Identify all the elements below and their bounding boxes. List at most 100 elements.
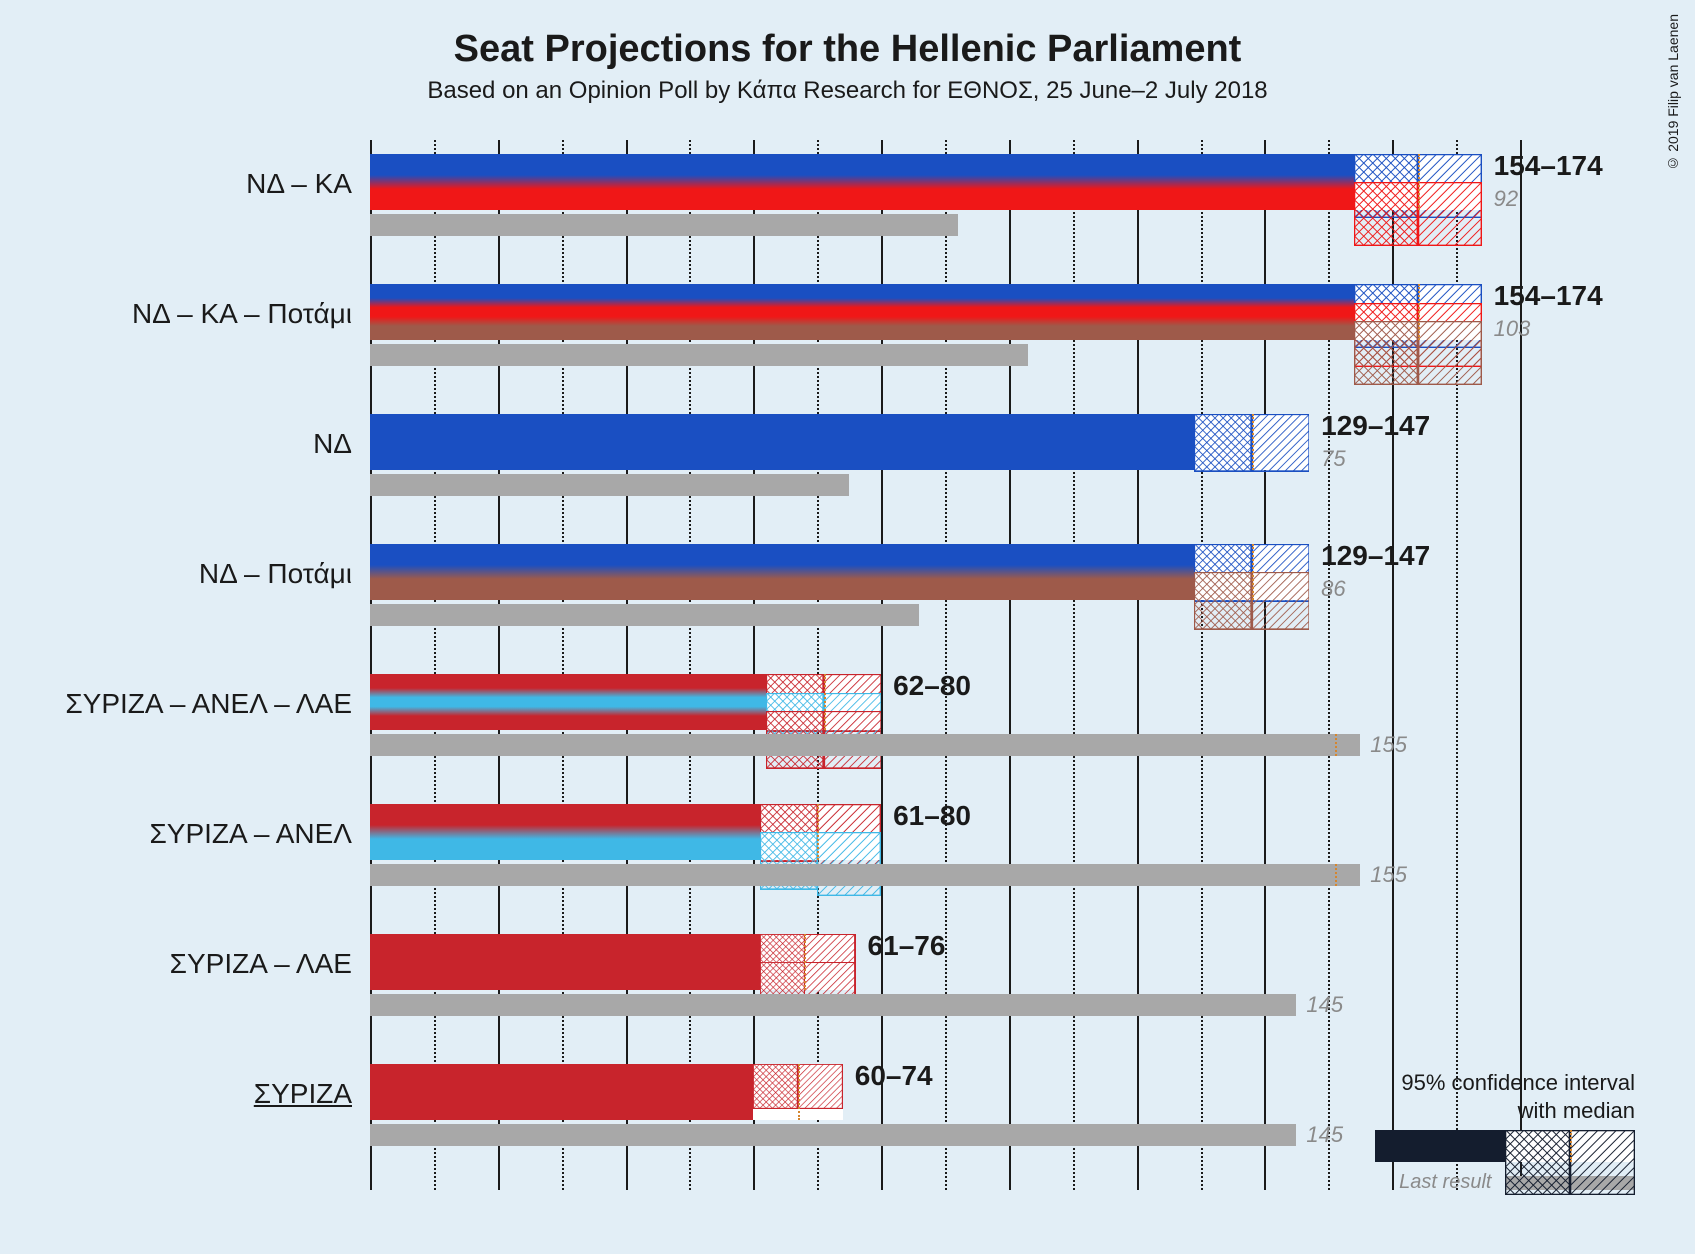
range-value: 61–80 [893, 800, 971, 832]
range-value: 61–76 [868, 930, 946, 962]
coalition-row: ΝΔ – Ποτάμι129–14786 [370, 530, 1520, 660]
majority-marker [1335, 734, 1337, 756]
bar-crosshatch-segment [760, 804, 818, 832]
bar-diagonal-segment [824, 674, 882, 693]
bar-crosshatch-segment [1354, 284, 1418, 303]
last-result-value: 103 [1494, 316, 1531, 342]
bar-crosshatch-segment [1354, 182, 1418, 210]
median-marker [804, 934, 806, 990]
last-result-value: 75 [1321, 446, 1345, 472]
bar-crosshatch-segment [1194, 544, 1252, 572]
last-result-value: 155 [1370, 862, 1407, 888]
bar-crosshatch-segment [1354, 154, 1418, 182]
bar-crosshatch-segment [766, 693, 824, 712]
bar-diagonal-segment [1418, 182, 1482, 210]
median-marker [1418, 284, 1420, 340]
bar-crosshatch-segment [753, 1064, 798, 1120]
range-value: 154–174 [1494, 280, 1603, 312]
projection-bar [370, 284, 1482, 340]
median-marker [798, 1064, 800, 1120]
last-result-bar [370, 474, 849, 496]
bar-diagonal-segment [798, 1064, 843, 1120]
range-value: 60–74 [855, 1060, 933, 1092]
bar-crosshatch-segment [760, 962, 805, 990]
bar-solid-segment [370, 1064, 753, 1120]
bar-crosshatch-segment [766, 674, 824, 693]
coalition-row: ΝΔ129–14775 [370, 400, 1520, 530]
median-marker [1252, 414, 1254, 470]
last-result-value: 92 [1494, 186, 1518, 212]
bar-diagonal-segment [1418, 303, 1482, 322]
coalition-label: ΣΥΡΙΖΑ – ΑΝΕΛ – ΛΑΕ [65, 674, 352, 734]
coalition-label: ΝΔ – Ποτάμι [199, 544, 352, 604]
legend: 95% confidence interval with median Last… [1375, 1069, 1635, 1194]
bar-diagonal-segment [1418, 154, 1482, 182]
projection-bar [370, 414, 1309, 470]
chart-subtitle: Based on an Opinion Poll by Κάπα Researc… [0, 71, 1695, 105]
last-result-bar [370, 1124, 1296, 1146]
bar-crosshatch-segment [760, 934, 805, 962]
last-result-bar [370, 344, 1028, 366]
median-marker [817, 804, 819, 860]
bar-gradient-overlay [370, 284, 1354, 340]
range-value: 154–174 [1494, 150, 1603, 182]
bar-diagonal-segment [817, 804, 881, 832]
bar-diagonal-segment [817, 832, 881, 860]
copyright-text: © 2019 Filip van Laenen [1665, 14, 1681, 172]
last-result-bar [370, 214, 958, 236]
coalition-label: ΝΔ – ΚΑ [246, 154, 352, 214]
range-value: 129–147 [1321, 410, 1430, 442]
bar-diagonal-segment [824, 711, 882, 730]
last-result-bar [370, 994, 1296, 1016]
bar-gradient-overlay [370, 674, 766, 730]
range-value: 62–80 [893, 670, 971, 702]
majority-marker [1335, 864, 1337, 886]
projection-bar [370, 804, 881, 860]
last-result-value: 155 [1370, 732, 1407, 758]
bar-crosshatch-segment [760, 832, 818, 860]
bar-crosshatch-segment [1194, 414, 1252, 470]
last-result-value: 86 [1321, 576, 1345, 602]
bar-diagonal-segment [804, 934, 855, 962]
chart-area: ΝΔ – ΚΑ154–17492ΝΔ – ΚΑ – Ποτάμι154–1741… [370, 140, 1520, 1210]
coalition-label: ΣΥΡΙΖΑ – ΑΝΕΛ [149, 804, 352, 864]
bar-gradient-overlay [370, 804, 760, 860]
bar-diagonal-segment [1252, 572, 1310, 600]
projection-bar [370, 154, 1482, 210]
bar-diagonal-segment [1252, 544, 1310, 572]
bar-gradient-overlay [370, 934, 760, 990]
bar-crosshatch-segment [766, 711, 824, 730]
range-value: 129–147 [1321, 540, 1430, 572]
bar-diagonal-segment [804, 962, 855, 990]
bar-crosshatch-segment [1194, 572, 1252, 600]
last-result-value: 145 [1306, 992, 1343, 1018]
legend-title: 95% confidence interval with median [1375, 1069, 1635, 1124]
bar-crosshatch-segment [1354, 303, 1418, 322]
last-result-value: 145 [1306, 1122, 1343, 1148]
projection-bar [370, 934, 856, 990]
median-marker [1252, 544, 1254, 600]
chart-title: Seat Projections for the Hellenic Parlia… [0, 0, 1695, 71]
coalition-label: ΣΥΡΙΖΑ [254, 1064, 352, 1124]
last-result-bar [370, 604, 919, 626]
bar-diagonal-segment [824, 693, 882, 712]
bar-solid-segment [370, 414, 1194, 470]
last-result-bar [370, 864, 1360, 886]
coalition-row: ΝΔ – ΚΑ – Ποτάμι154–174103 [370, 270, 1520, 400]
coalition-row: ΣΥΡΙΖΑ – ΛΑΕ61–76145 [370, 920, 1520, 1050]
bar-gradient-overlay [370, 154, 1354, 210]
coalition-row: ΣΥΡΙΖΑ – ΑΝΕΛ61–80155 [370, 790, 1520, 920]
coalition-label: ΝΔ [313, 414, 352, 474]
bar-crosshatch-segment [1354, 321, 1418, 340]
median-marker [824, 674, 826, 730]
bar-diagonal-segment [1418, 284, 1482, 303]
projection-bar [370, 544, 1309, 600]
coalition-label: ΣΥΡΙΖΑ – ΛΑΕ [170, 934, 352, 994]
coalition-row: ΝΔ – ΚΑ154–17492 [370, 140, 1520, 270]
coalition-row: ΣΥΡΙΖΑ60–74145 [370, 1050, 1520, 1180]
bar-diagonal-segment [1252, 414, 1310, 470]
bar-diagonal-segment [1418, 321, 1482, 340]
median-marker [1418, 154, 1420, 210]
last-result-bar [370, 734, 1360, 756]
bar-gradient-overlay [370, 544, 1194, 600]
